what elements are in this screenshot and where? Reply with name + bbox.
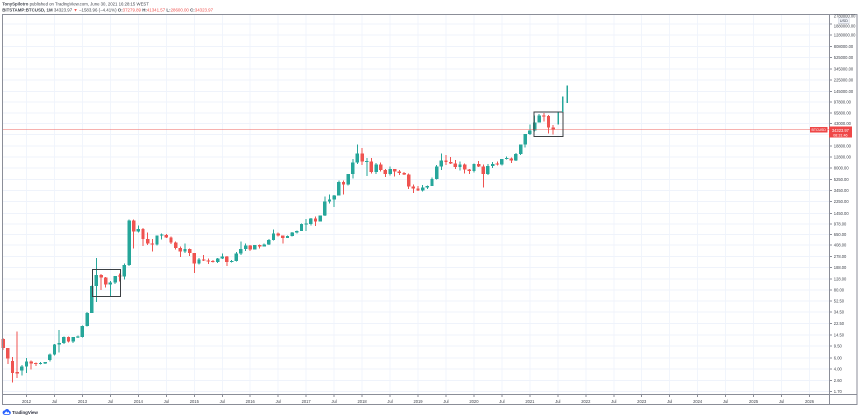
svg-text:978.00: 978.00 — [834, 221, 847, 226]
svg-text:34323.97: 34323.97 — [832, 128, 850, 133]
svg-text:188.00: 188.00 — [834, 265, 847, 270]
svg-text:525000.00: 525000.00 — [834, 55, 854, 60]
svg-text:52.50: 52.50 — [834, 298, 845, 303]
svg-text:6.00: 6.00 — [834, 356, 843, 361]
svg-text:1880000.00: 1880000.00 — [834, 24, 856, 29]
svg-text:Jul: Jul — [387, 399, 392, 404]
svg-text:128.00: 128.00 — [834, 277, 847, 282]
svg-text:278.00: 278.00 — [834, 254, 847, 259]
svg-text:Jul: Jul — [108, 399, 113, 404]
svg-text:Jul: Jul — [164, 399, 169, 404]
svg-text:18800.00: 18800.00 — [834, 144, 852, 149]
svg-text:2013: 2013 — [78, 399, 88, 404]
svg-text:9.50: 9.50 — [834, 344, 843, 349]
svg-text:97800.00: 97800.00 — [834, 100, 852, 105]
svg-text:2014: 2014 — [134, 399, 144, 404]
svg-text:65800.00: 65800.00 — [834, 110, 852, 115]
svg-text:145000.00: 145000.00 — [834, 89, 854, 94]
svg-text:34.50: 34.50 — [834, 310, 845, 315]
svg-text:BTCUSD: BTCUSD — [812, 128, 827, 132]
svg-text:2015: 2015 — [190, 399, 200, 404]
svg-text:2020: 2020 — [469, 399, 479, 404]
svg-text:Jul: Jul — [276, 399, 281, 404]
svg-text:5250.00: 5250.00 — [834, 177, 850, 182]
svg-text:3450.00: 3450.00 — [834, 188, 850, 193]
svg-text:2025: 2025 — [749, 399, 759, 404]
svg-text:8000.00: 8000.00 — [834, 166, 850, 171]
svg-text:2026: 2026 — [805, 399, 815, 404]
svg-text:2017: 2017 — [302, 399, 312, 404]
svg-text:4.00: 4.00 — [834, 366, 843, 371]
svg-text:2024: 2024 — [693, 399, 703, 404]
svg-text:2250.00: 2250.00 — [834, 199, 850, 204]
svg-text:Jul: Jul — [52, 399, 57, 404]
svg-text:Jul: Jul — [443, 399, 448, 404]
svg-text:345000.00: 345000.00 — [834, 66, 854, 71]
svg-text:225000.00: 225000.00 — [834, 78, 854, 83]
svg-text:2.60: 2.60 — [834, 378, 843, 383]
svg-text:14.50: 14.50 — [834, 332, 845, 337]
svg-text:BITSTAMP:BTCUSD, 1M 34323.97 ▼: BITSTAMP:BTCUSD, 1M 34323.97 ▼ −1583.96 … — [2, 7, 213, 12]
svg-text:2780000.00: 2780000.00 — [834, 13, 856, 18]
svg-text:408.00: 408.00 — [834, 242, 847, 247]
svg-text:2019: 2019 — [413, 399, 423, 404]
svg-text:1450.00: 1450.00 — [834, 211, 850, 216]
svg-text:Jul: Jul — [667, 399, 672, 404]
svg-text:650.00: 650.00 — [834, 232, 847, 237]
svg-text:Jul: Jul — [499, 399, 504, 404]
svg-text:1280000.00: 1280000.00 — [834, 32, 856, 37]
svg-text:Jul: Jul — [611, 399, 616, 404]
svg-text:TradingView: TradingView — [12, 410, 38, 415]
svg-text:2018: 2018 — [358, 399, 368, 404]
svg-text:2012: 2012 — [22, 399, 32, 404]
svg-text:USD: USD — [840, 18, 848, 23]
svg-text:808000.00: 808000.00 — [834, 44, 854, 49]
svg-text:1.70: 1.70 — [834, 389, 843, 394]
svg-text:22.50: 22.50 — [834, 321, 845, 326]
svg-text:12800.00: 12800.00 — [834, 154, 852, 159]
svg-text:Jul: Jul — [779, 399, 784, 404]
svg-text:2023: 2023 — [637, 399, 647, 404]
svg-text:2022: 2022 — [581, 399, 591, 404]
svg-text:08:31:46: 08:31:46 — [833, 134, 847, 138]
svg-text:2021: 2021 — [525, 399, 535, 404]
svg-text:80.00: 80.00 — [834, 287, 845, 292]
svg-text:TonySpilotro published on Trad: TonySpilotro published on TradingView.co… — [2, 1, 149, 6]
svg-text:Jul: Jul — [723, 399, 728, 404]
svg-text:Jul: Jul — [220, 399, 225, 404]
svg-text:2016: 2016 — [246, 399, 256, 404]
svg-text:Jul: Jul — [555, 399, 560, 404]
svg-text:43000.00: 43000.00 — [834, 121, 852, 126]
svg-text:Jul: Jul — [331, 399, 336, 404]
